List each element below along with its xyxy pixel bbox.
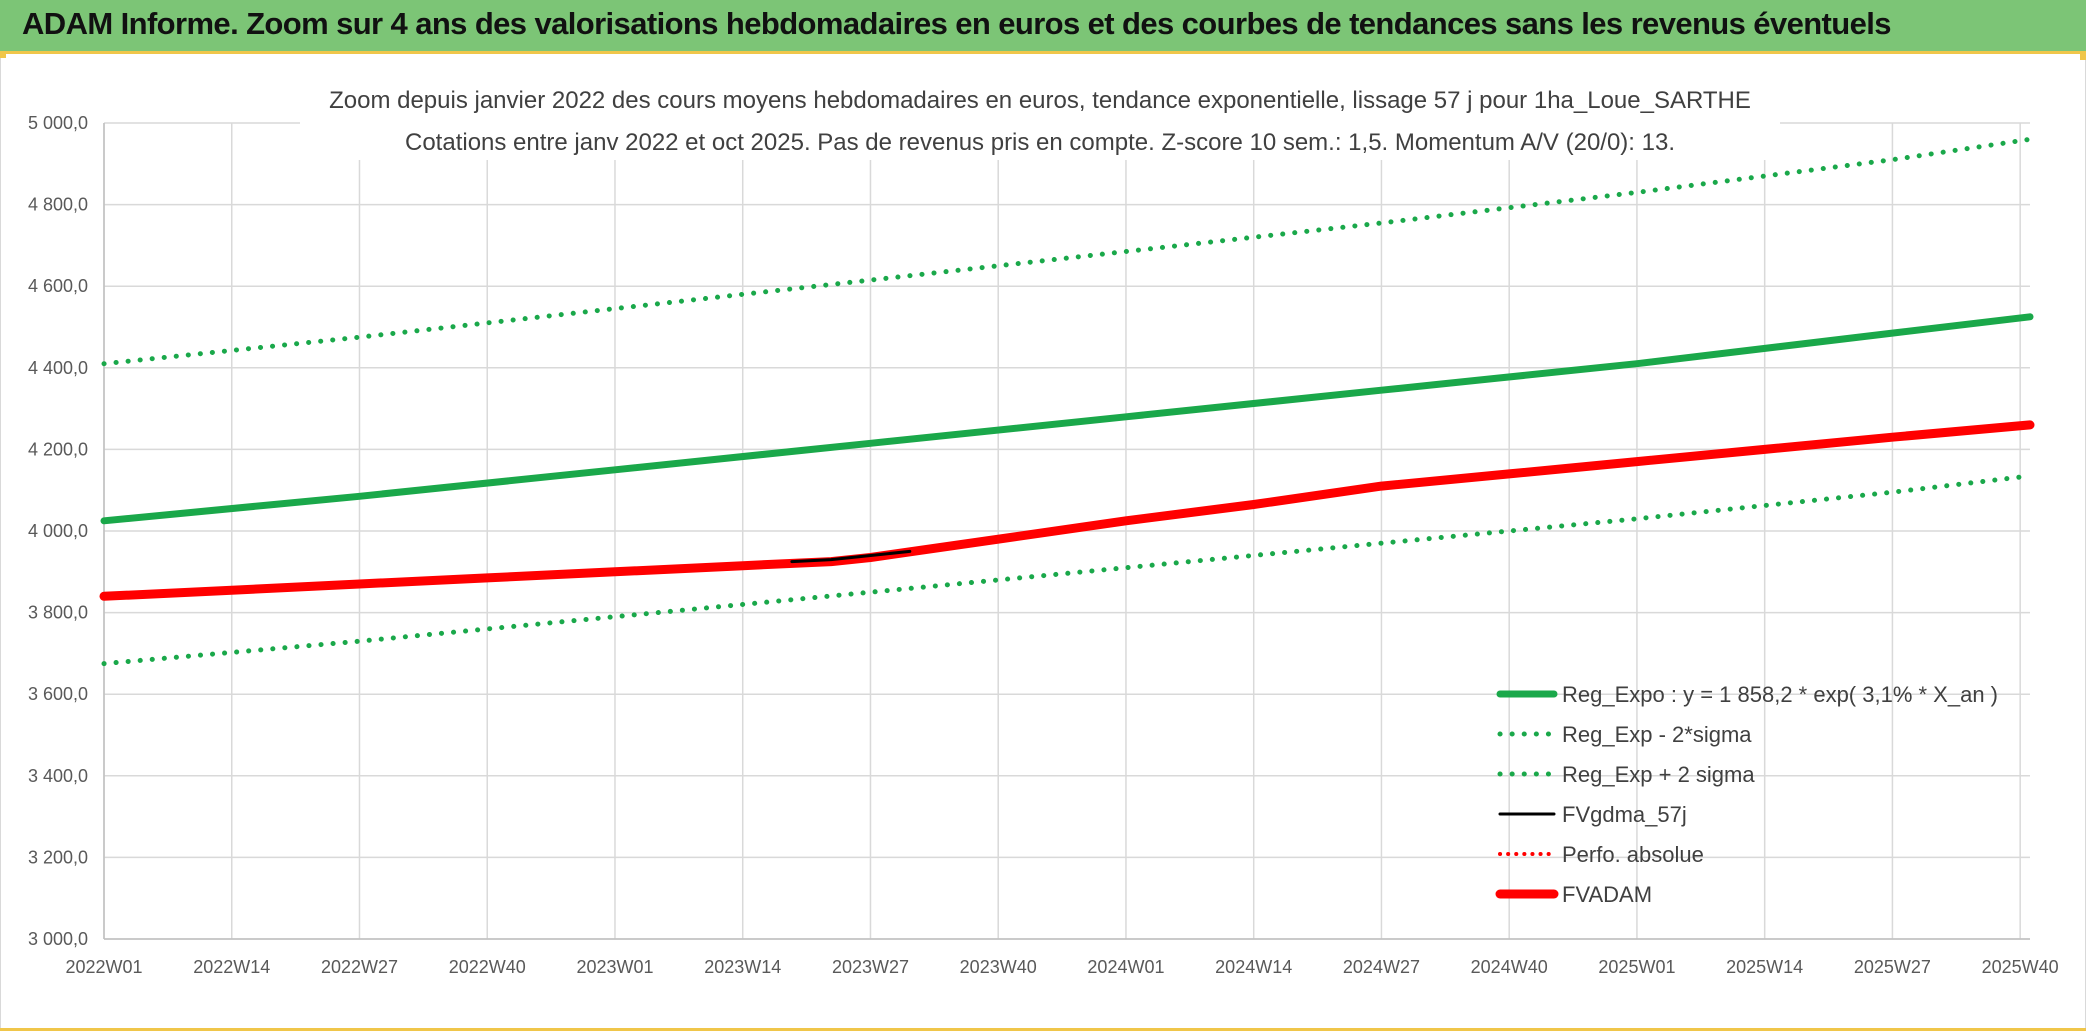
legend-label: FVgdma_57j	[1562, 802, 1687, 827]
accent-bottom-line	[0, 1028, 2086, 1031]
legend-label: Perfo. absolue	[1562, 842, 1704, 867]
x-axis-ticks: 2022W01 2022W14 2022W27 2022W40 2023W01 2023W…	[65, 957, 2058, 977]
y-tick-label: 3 400,0	[28, 766, 88, 786]
legend-label: Reg_Exp - 2*sigma	[1562, 722, 1752, 747]
x-tick-label: 2022W14	[193, 957, 270, 977]
x-tick-label: 2023W27	[832, 957, 909, 977]
y-tick-label: 3 800,0	[28, 603, 88, 623]
series-line-2	[101, 136, 2033, 367]
chart-title-background	[300, 80, 1780, 160]
x-tick-label: 2024W40	[1471, 957, 1548, 977]
y-tick-label: 4 200,0	[28, 439, 88, 459]
x-tick-label: 2023W14	[704, 957, 781, 977]
chart-title: Zoom depuis janvier 2022 des cours moyen…	[329, 87, 1751, 114]
page-title: ADAM Informe. Zoom sur 4 ans des valoris…	[22, 6, 1892, 41]
x-tick-label: 2022W01	[65, 957, 142, 977]
accent-corner-left	[0, 54, 6, 58]
x-tick-label: 2024W27	[1343, 957, 1420, 977]
y-tick-label: 3 000,0	[28, 929, 88, 949]
x-tick-label: 2025W01	[1598, 957, 1675, 977]
legend-label: Reg_Exp + 2 sigma	[1562, 762, 1755, 787]
x-tick-label: 2024W01	[1087, 957, 1164, 977]
x-tick-label: 2022W40	[449, 957, 526, 977]
x-tick-label: 2025W40	[1982, 957, 2059, 977]
legend-label: FVADAM	[1562, 882, 1652, 907]
y-tick-label: 4 800,0	[28, 195, 88, 215]
series-line-5	[99, 420, 2035, 601]
x-tick-label: 2024W14	[1215, 957, 1292, 977]
series-line-1	[101, 473, 2033, 667]
x-tick-label: 2023W40	[960, 957, 1037, 977]
y-tick-label: 4 400,0	[28, 358, 88, 378]
y-tick-label: 3 600,0	[28, 684, 88, 704]
chart-series	[99, 136, 2035, 667]
chart-legend: Reg_Expo : y = 1 858,2 * exp( 3,1% * X_a…	[1495, 682, 1998, 907]
series-line-0	[100, 313, 2034, 525]
x-tick-label: 2025W27	[1854, 957, 1931, 977]
header-bar: ADAM Informe. Zoom sur 4 ans des valoris…	[0, 0, 2086, 54]
y-tick-label: 5 000,0	[28, 113, 88, 133]
x-tick-label: 2023W01	[576, 957, 653, 977]
series-line-3	[790, 549, 912, 564]
legend-label: Reg_Expo : y = 1 858,2 * exp( 3,1% * X_a…	[1562, 682, 1998, 707]
accent-corner-right	[2080, 54, 2086, 60]
chart-subtitle: Cotations entre janv 2022 et oct 2025. P…	[405, 129, 1675, 156]
x-tick-label: 2025W14	[1726, 957, 1803, 977]
y-axis-ticks: 3 000,0 3 200,0 3 400,0 3 600,0 3 800,0 4 000…	[28, 113, 88, 949]
y-tick-label: 4 600,0	[28, 276, 88, 296]
y-tick-label: 3 200,0	[28, 847, 88, 867]
x-tick-label: 2022W27	[321, 957, 398, 977]
y-tick-label: 4 000,0	[28, 521, 88, 541]
